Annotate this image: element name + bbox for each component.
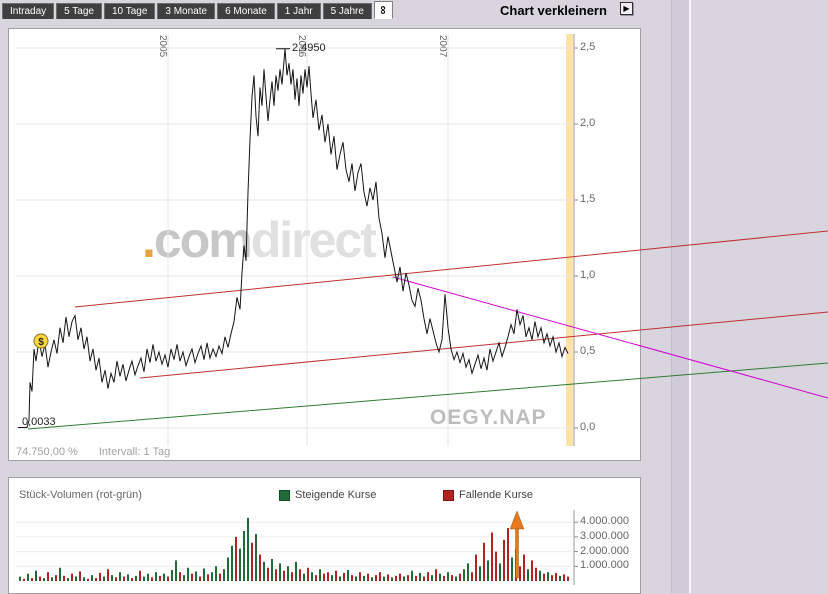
arrow-right-icon: ▶ <box>623 4 630 13</box>
peak-price-label: 2,4950 <box>292 42 326 54</box>
status-change-label: 74.750,00 % <box>16 446 78 458</box>
watermark-dot: . <box>142 212 156 268</box>
tab-5-tage[interactable]: 5 Tage <box>56 3 102 19</box>
symbol-watermark: OEGY.NAP <box>430 406 547 429</box>
legend-rising-prices: Steigende Kurse <box>279 489 376 501</box>
period-tab-bar: Intraday 5 Tage 10 Tage 3 Monate 6 Monat… <box>0 1 393 19</box>
legend-falling-label: Fallende Kurse <box>459 489 533 501</box>
tab-5-jahre[interactable]: 5 Jahre <box>322 3 372 19</box>
chart-status-bar: 74.750,00 % Intervall: 1 Tag <box>16 446 170 458</box>
tab-6-monate[interactable]: 6 Monate <box>217 3 275 19</box>
zoom-out-button[interactable]: ▶ <box>620 2 633 15</box>
volume-panel-title: Stück-Volumen (rot-grün) <box>19 489 142 501</box>
tab-max-infinity[interactable]: ∞ <box>373 1 393 19</box>
green-swatch-icon <box>279 489 290 501</box>
low-price-label: 0,0033 <box>22 416 56 428</box>
tab-intraday[interactable]: Intraday <box>2 3 55 19</box>
tab-1-jahr[interactable]: 1 Jahr <box>276 3 321 19</box>
comdirect-watermark: .comdirect <box>142 212 377 268</box>
zoom-out-label: Chart verkleinern <box>500 3 607 18</box>
legend-rising-label: Steigende Kurse <box>295 489 377 501</box>
tab-3-monate[interactable]: 3 Monate <box>157 3 216 19</box>
red-swatch-icon <box>443 489 454 501</box>
tab-10-tage[interactable]: 10 Tage <box>103 3 156 19</box>
volume-chart-panel: Stück-Volumen (rot-grün) Steigende Kurse… <box>8 477 641 594</box>
status-interval-label: Intervall: 1 Tag <box>98 446 171 458</box>
legend-falling-prices: Fallende Kurse <box>443 489 533 501</box>
scrollbar[interactable] <box>671 0 691 593</box>
infinity-icon: ∞ <box>376 5 391 15</box>
